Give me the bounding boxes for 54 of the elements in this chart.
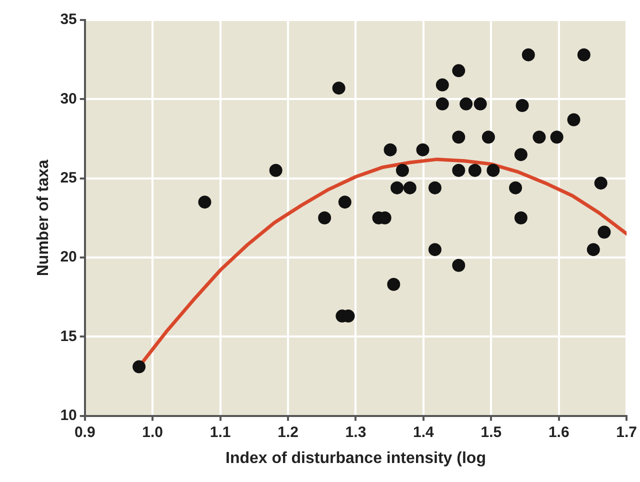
point <box>516 98 529 112</box>
point <box>567 113 580 126</box>
point <box>332 82 346 95</box>
y-tick-label: 30 <box>60 90 77 108</box>
point <box>428 181 442 194</box>
y-tick-label: 35 <box>60 11 77 28</box>
point <box>509 181 522 194</box>
point <box>403 181 416 194</box>
point <box>522 48 535 62</box>
point <box>598 226 611 239</box>
point <box>514 211 528 224</box>
y-tick-label: 10 <box>60 406 77 424</box>
point <box>474 97 487 110</box>
point <box>452 258 466 272</box>
x-tick-label: 1.4 <box>413 424 435 441</box>
point <box>390 181 404 194</box>
point <box>436 78 449 92</box>
point <box>198 196 212 209</box>
point <box>452 64 466 78</box>
y-tick-label: 15 <box>60 328 77 345</box>
point <box>482 130 495 144</box>
y-tick-label: 20 <box>60 248 77 266</box>
x-tick-label: 1.1 <box>210 424 231 441</box>
y-tick-label: 25 <box>60 169 77 186</box>
point <box>338 196 352 209</box>
point <box>532 130 546 144</box>
point <box>436 97 449 110</box>
x-tick-label: 1.3 <box>345 424 366 441</box>
point <box>486 164 500 177</box>
x-tick-label: 1.7 <box>616 424 638 441</box>
x-tick-label: 0.9 <box>74 424 96 441</box>
point <box>550 130 564 144</box>
point <box>468 164 482 177</box>
y-axis-title: Number of taxa <box>35 160 52 276</box>
x-axis-title: Index of disturbance intensity (log <box>225 450 486 467</box>
x-tick-label: 1.6 <box>548 424 570 441</box>
point <box>428 243 442 256</box>
point <box>396 164 409 177</box>
point <box>452 164 466 177</box>
point <box>594 176 608 190</box>
point <box>514 148 528 162</box>
x-tick-label: 1.2 <box>278 424 298 441</box>
point <box>387 278 400 291</box>
point <box>460 97 473 110</box>
x-tick-label: 1.0 <box>142 424 164 441</box>
point <box>132 360 146 374</box>
point <box>269 164 282 177</box>
point <box>416 143 430 156</box>
point <box>384 143 397 156</box>
point <box>318 211 332 224</box>
point <box>586 243 600 256</box>
x-tick-label: 1.5 <box>480 424 502 441</box>
point <box>577 48 590 62</box>
point <box>452 130 466 144</box>
